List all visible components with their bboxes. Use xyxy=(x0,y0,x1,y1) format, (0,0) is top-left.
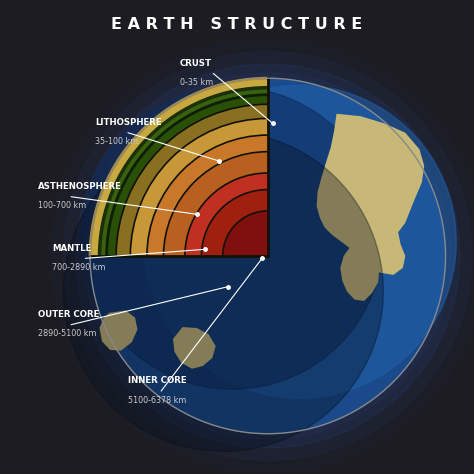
Text: MANTLE: MANTLE xyxy=(52,244,91,253)
Text: LITHOSPHERE: LITHOSPHERE xyxy=(95,118,162,127)
Wedge shape xyxy=(130,118,268,256)
Text: 35-100 km: 35-100 km xyxy=(95,137,138,146)
Wedge shape xyxy=(164,152,268,256)
Circle shape xyxy=(85,73,451,439)
Wedge shape xyxy=(147,135,268,256)
Text: OUTER CORE: OUTER CORE xyxy=(38,310,99,319)
Text: CRUST: CRUST xyxy=(180,59,212,68)
Text: 0-35 km: 0-35 km xyxy=(180,78,213,87)
Text: E A R T H   S T R U C T U R E: E A R T H S T R U C T U R E xyxy=(111,17,363,32)
Polygon shape xyxy=(173,327,216,369)
Polygon shape xyxy=(340,242,379,301)
Wedge shape xyxy=(107,95,268,256)
Wedge shape xyxy=(116,104,268,256)
Polygon shape xyxy=(317,114,424,275)
Wedge shape xyxy=(100,88,268,256)
Text: 5100-6378 km: 5100-6378 km xyxy=(128,396,186,405)
Text: INNER CORE: INNER CORE xyxy=(128,376,187,385)
Circle shape xyxy=(76,64,460,448)
Circle shape xyxy=(90,78,446,434)
Text: 700-2890 km: 700-2890 km xyxy=(52,263,106,272)
Circle shape xyxy=(64,131,383,451)
Wedge shape xyxy=(90,78,268,256)
Wedge shape xyxy=(201,190,268,256)
Polygon shape xyxy=(100,310,137,351)
Circle shape xyxy=(143,85,456,398)
Wedge shape xyxy=(223,211,268,256)
Circle shape xyxy=(81,87,383,389)
Text: ASTHENOSPHERE: ASTHENOSPHERE xyxy=(38,182,122,191)
Text: 2890-5100 km: 2890-5100 km xyxy=(38,329,96,338)
Wedge shape xyxy=(185,173,268,256)
Circle shape xyxy=(64,52,472,460)
Text: 100-700 km: 100-700 km xyxy=(38,201,86,210)
